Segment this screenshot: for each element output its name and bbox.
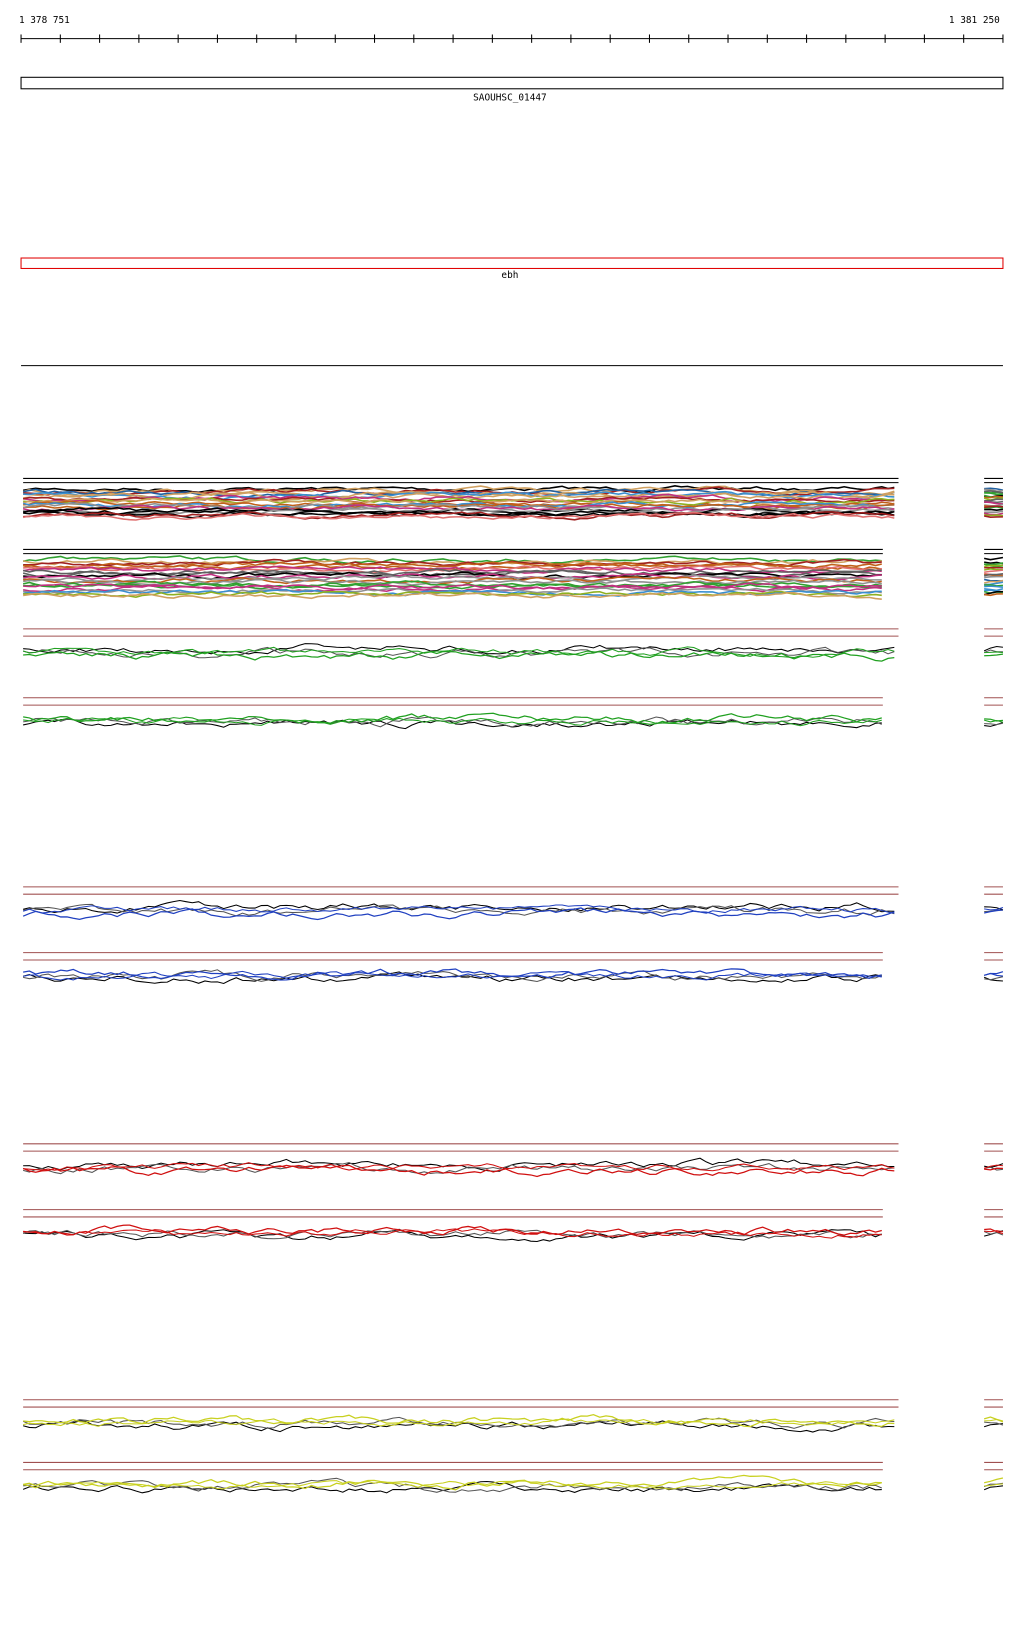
track-line [22,907,895,921]
track-line [984,510,1004,514]
track-line [23,650,895,662]
track-line [984,718,1004,722]
track-line [23,571,882,581]
track-line [984,584,1004,587]
track-line [23,1479,882,1490]
track-line [983,1485,1004,1491]
track-line [22,646,895,659]
ruler-ticks [20,34,1004,43]
track-line [23,1224,882,1236]
track-line [22,561,882,571]
track-line [984,495,1004,499]
track-line [23,577,882,586]
track-line [984,972,1004,977]
track-line [22,507,895,516]
track-line [984,490,1004,494]
track-line [984,722,1004,726]
track-line [23,590,882,598]
gene-label: SAOUHSC_01447 [473,92,547,103]
track-line [22,555,882,565]
track-line [984,569,1004,573]
track-line [983,645,1004,652]
track-line [984,1228,1004,1235]
track-line [23,1162,895,1172]
track-line [983,590,1003,596]
track-line [984,508,1004,511]
track-line [984,1477,1004,1484]
track-line [984,506,1004,510]
track-line [983,1164,1004,1169]
track-line [984,498,1003,502]
track-line [984,593,1003,597]
track-line [983,649,1003,653]
ruler-end: 1 381 250 [949,15,1000,26]
track-line [984,488,1004,492]
track-line [984,1167,1003,1171]
gene-box [20,76,1004,90]
track-line [983,579,1004,584]
gene-label: ebh [501,270,518,281]
track-line [23,1414,895,1428]
track-line [984,514,1004,517]
track-line [23,970,882,981]
track-line [984,976,1004,981]
track-line [983,556,1004,561]
track-line [984,907,1004,911]
tracks [22,477,1004,1494]
track-line [22,511,895,521]
track-line [984,651,1004,654]
track-line [983,976,1003,982]
track-line [984,564,1004,568]
track-line [23,968,882,981]
track-line [22,1161,895,1175]
track-line [983,515,1003,518]
track-line [23,712,882,725]
track-line [23,969,882,983]
track-line [984,487,1004,491]
ruler-start: 1 378 751 [19,15,70,26]
track-line [22,1229,882,1240]
track-line [984,501,1003,505]
track-line [984,492,1003,496]
track-line [984,909,1004,914]
track-line [983,1231,1004,1236]
track-line [984,1418,1004,1423]
track-line [984,573,1004,577]
track-line [23,716,882,727]
track-line [22,485,895,496]
track-line [984,585,1004,588]
track-line [23,558,882,568]
track-line [23,574,882,583]
track-line [984,505,1004,509]
track-line [984,719,1004,723]
track-line [984,1230,1004,1233]
track-line [23,591,882,600]
track-line [22,904,895,914]
track-line [23,1228,882,1243]
track-line [23,486,895,497]
track-line [23,1474,882,1491]
track-line [23,1228,882,1239]
track-line [23,1418,895,1427]
track-line [984,653,1004,657]
track-line [984,1483,1004,1487]
gene-box [20,257,1004,269]
track-line [23,582,882,591]
track-line [984,575,1003,579]
track-line [984,1421,1004,1426]
track-line [22,1164,895,1178]
